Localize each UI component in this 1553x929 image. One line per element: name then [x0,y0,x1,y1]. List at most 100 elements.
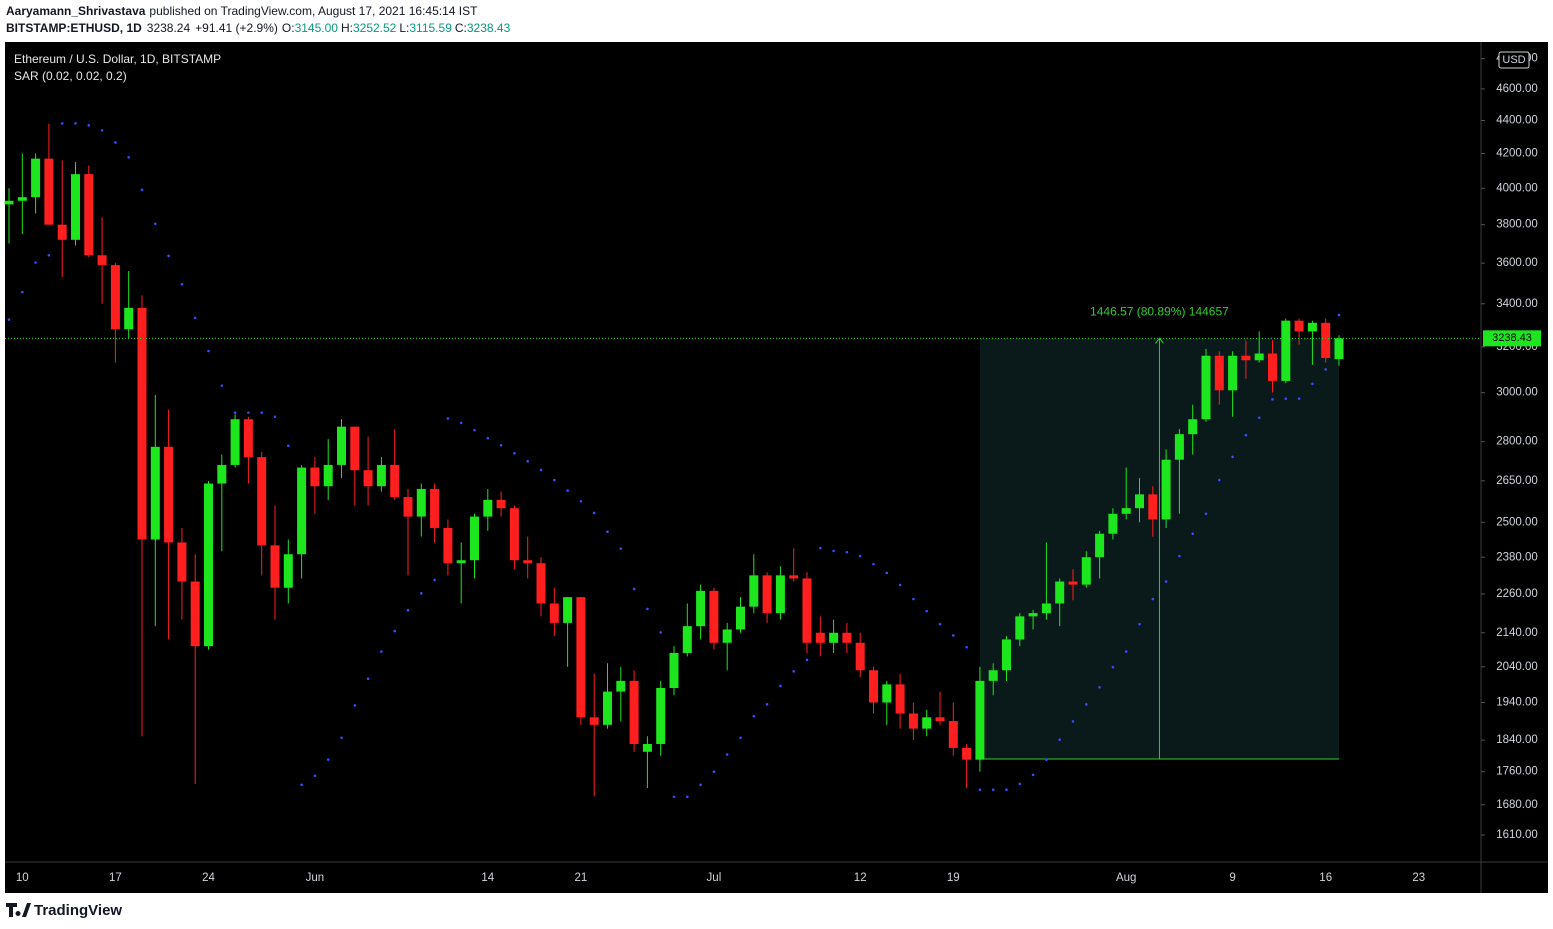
sar-dot [1018,782,1022,786]
sar-dot [167,254,170,258]
sar-dot [792,670,795,673]
open-label: O: [282,21,295,35]
candle-body [456,560,466,564]
candle-body [257,457,267,546]
sar-dot [1271,398,1274,401]
candle-body [1281,320,1291,381]
candle-body [829,632,839,643]
y-tick-label: 2140.00 [1496,627,1538,639]
sar-dot [1337,313,1341,317]
logo-icon [6,903,31,917]
x-tick-label: 9 [1229,872,1235,884]
candle-body [1174,434,1184,460]
sar-dot [699,783,702,787]
candle-body [443,527,453,564]
candle-body [935,717,945,722]
price-badge [1483,330,1541,347]
sar-dot [87,124,91,127]
sar-dot [1164,580,1168,583]
candle-body [110,265,120,330]
close-label: C: [455,21,467,35]
sar-dot [140,188,144,192]
sar-dot [553,478,556,482]
x-tick-label: 21 [575,872,588,884]
sar-dot [832,549,835,553]
sar-dot [313,774,317,778]
sar-dot [872,562,875,566]
sar-dot [300,783,303,787]
sar-dot [752,714,756,718]
sar-dot [526,459,529,463]
candle-body [1108,513,1118,534]
sar-dot [366,677,370,681]
symbol: BITSTAMP:ETHUSD, 1D [6,21,142,35]
low-label: L: [399,21,409,35]
sar-dot [858,554,862,558]
candle-body [1095,533,1105,558]
sar-dot [1244,433,1248,437]
candle-body [908,713,918,729]
high-label: H: [341,21,353,35]
plot: 1446.57 (80.89%) 144657 [4,122,1344,799]
sar-dot [340,736,343,740]
candle-body [1055,581,1065,604]
candle-body [736,606,745,630]
candle-body [642,743,652,752]
sar-dot [446,417,450,420]
sar-dot [819,546,822,550]
candle-body [137,307,147,540]
sar-dot [965,645,968,649]
candle-body [243,419,253,458]
sar-dot [499,443,503,447]
candle-body [616,680,626,692]
sar-dot [1005,788,1008,791]
sar-dot [898,583,902,587]
candle-body [1068,581,1078,585]
candle-body [1254,353,1264,361]
y-tick-label: 3400.00 [1496,298,1538,310]
candle-body [71,174,80,240]
candle-body [869,670,878,703]
y-tick-label: 1610.00 [1496,829,1538,841]
sar-dot [193,316,197,320]
candle-body [403,497,413,517]
sar-dot [885,571,889,575]
candle-body [483,499,493,517]
candle-body [217,464,227,484]
sar-dot [180,282,184,286]
sar-dot [406,608,410,612]
sar-dot [1178,554,1181,558]
sar-dot [1297,397,1301,400]
candle-body [975,680,985,760]
y-tick-label: 2800.00 [1496,436,1538,448]
candle-body [882,684,892,703]
price-badge-label: 3238.43 [1492,332,1532,344]
sar-dot [619,547,623,550]
candle-body [1228,355,1238,391]
y-tick-label: 1680.00 [1496,799,1538,811]
candle-body [17,197,27,201]
sar-dot [805,658,809,662]
x-tick-label: 12 [854,872,867,884]
sar-dot [632,587,636,591]
y-tick-label: 2040.00 [1496,661,1538,673]
candle-body [190,581,200,647]
sar-dot [393,629,397,633]
sar-dot [686,795,689,799]
x-tick-label: 17 [109,872,122,884]
sar-dot [100,129,104,132]
candle-body [4,200,14,205]
candle-body [204,483,213,647]
y-tick-label: 4000.00 [1496,182,1538,194]
y-tick-label: 4600.00 [1496,83,1538,95]
candle-body [549,603,559,623]
candle-body [603,691,612,725]
candle-body [1188,419,1198,435]
open-value: 3145.00 [295,21,339,35]
sar-dot [592,511,596,515]
candle-body [230,419,240,465]
x-tick-label: 10 [16,872,29,884]
sar-dot [1191,532,1194,536]
candle-body [696,590,706,627]
